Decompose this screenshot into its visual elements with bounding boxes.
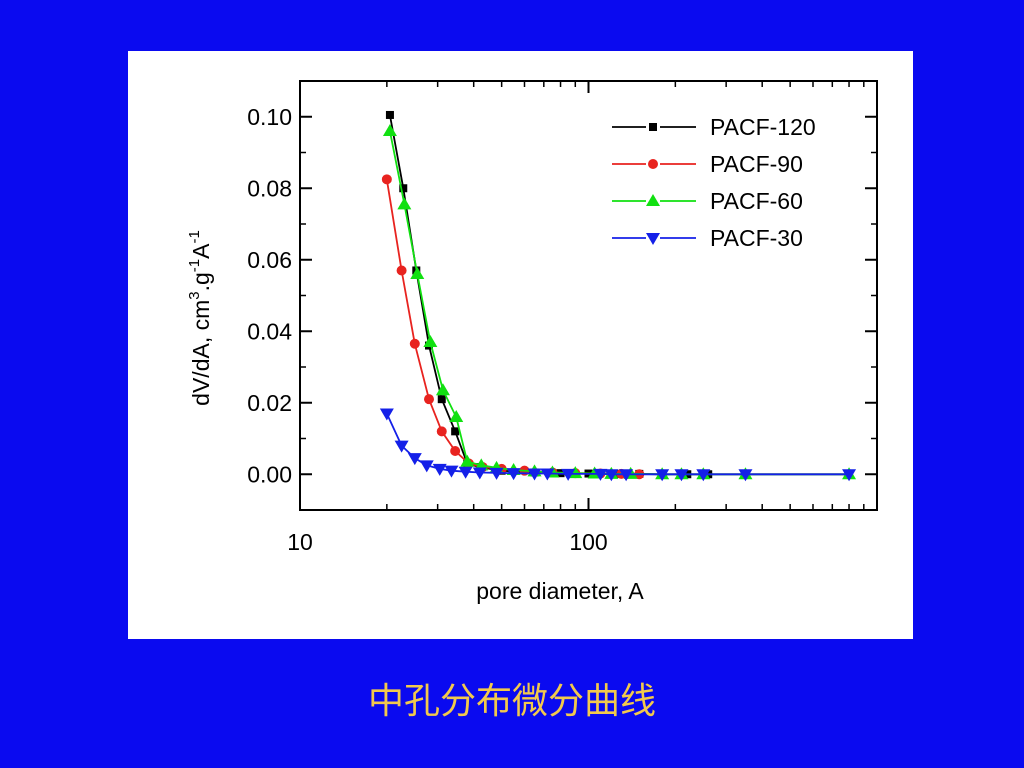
data-point	[593, 468, 608, 481]
data-point	[540, 468, 555, 481]
legend: PACF-120 PACF-90 PACF-60 PACF-30	[612, 114, 816, 251]
ticks: 0.00 0.02 0.04 0.06 0.08 0.10 10 100	[247, 80, 877, 555]
y-tick-label: 0.04	[247, 318, 292, 344]
legend-label: PACF-120	[710, 114, 816, 140]
x-tick-label: 10	[287, 529, 313, 555]
data-point	[419, 460, 434, 473]
x-tick-label: 100	[569, 529, 607, 555]
y-axis-label-sup1: 3	[186, 291, 203, 299]
legend-marker	[648, 159, 658, 169]
y-tick-label: 0.10	[247, 104, 292, 130]
data-point	[437, 395, 446, 404]
legend-item-pacf-120: PACF-120	[612, 114, 816, 140]
y-axis-label-sup2: -1	[186, 259, 203, 272]
data-point	[674, 469, 689, 482]
legend-marker	[646, 194, 660, 206]
data-point	[489, 467, 504, 480]
data-point	[451, 427, 460, 436]
data-point	[506, 468, 521, 481]
series-pacf-30	[379, 408, 857, 482]
data-point	[460, 454, 475, 467]
data-point	[394, 440, 409, 453]
data-point	[435, 383, 450, 396]
data-point	[561, 468, 576, 481]
data-point	[381, 174, 392, 185]
data-point	[436, 426, 447, 437]
data-point	[527, 468, 542, 481]
y-axis-label: dV/dA, cm3.g-1A-1	[186, 230, 214, 406]
y-tick-label: 0.08	[247, 175, 292, 201]
data-point	[444, 465, 459, 478]
data-point	[568, 466, 583, 479]
legend-marker	[649, 123, 657, 131]
data-point	[382, 124, 397, 137]
series-line	[385, 179, 640, 476]
x-axis-label: pore diameter, A	[476, 578, 644, 604]
slide-caption: 中孔分布微分曲线	[367, 681, 656, 722]
axes	[299, 80, 878, 511]
data-point	[604, 469, 619, 482]
chart-panel: 0.00 0.02 0.04 0.06 0.08 0.10 10 100 PACF-120 PA…	[128, 51, 913, 639]
plot-frame	[299, 80, 878, 511]
y-tick-label: 0.02	[247, 390, 292, 416]
legend-marker	[646, 233, 660, 245]
series-pacf-90	[381, 174, 645, 480]
data-point	[738, 469, 753, 482]
data-point	[424, 394, 435, 405]
data-point	[410, 267, 425, 280]
data-point	[842, 469, 857, 482]
data-point	[432, 463, 447, 476]
series-line	[389, 130, 849, 476]
data-point	[397, 197, 412, 210]
y-axis-label-base: dV/dA, cm	[188, 300, 214, 406]
legend-label: PACF-60	[710, 188, 803, 214]
legend-label: PACF-30	[710, 225, 803, 251]
y-tick-label: 0.06	[247, 247, 292, 273]
data-point	[696, 469, 711, 482]
legend-item-pacf-60: PACF-60	[612, 188, 803, 214]
data-point	[472, 467, 487, 480]
data-point	[449, 410, 464, 423]
legend-item-pacf-30: PACF-30	[612, 225, 803, 251]
legend-label: PACF-90	[710, 151, 803, 177]
data-point	[458, 466, 473, 479]
series-group	[379, 110, 857, 482]
y-axis-label-mid2: A	[188, 243, 214, 259]
y-tick-label: 0.00	[247, 461, 292, 487]
data-point	[450, 446, 461, 457]
data-point	[474, 458, 489, 471]
y-axis-label-sup3: -1	[186, 230, 203, 243]
data-point	[407, 453, 422, 466]
series-line	[385, 413, 849, 476]
data-point	[619, 469, 634, 482]
data-point	[385, 110, 394, 119]
data-point	[423, 334, 438, 347]
data-point	[396, 265, 407, 276]
legend-item-pacf-90: PACF-90	[612, 151, 803, 177]
data-point	[379, 408, 394, 421]
data-point	[399, 184, 408, 193]
y-axis-label-mid1: .g	[188, 272, 214, 291]
data-point	[409, 338, 420, 349]
data-point	[655, 469, 670, 482]
